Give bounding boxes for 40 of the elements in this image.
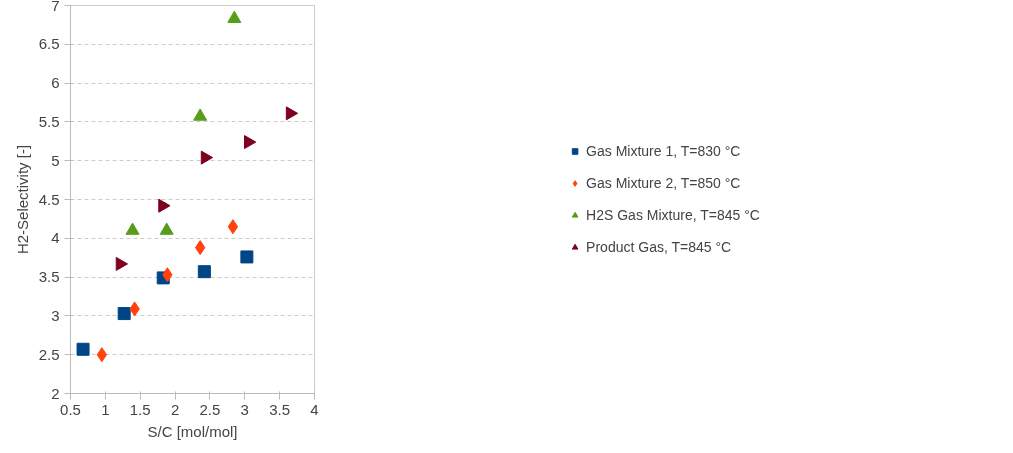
point	[76, 342, 90, 356]
point	[115, 256, 128, 271]
point	[200, 150, 214, 165]
point	[227, 10, 242, 23]
point	[227, 219, 239, 235]
y-tick-label: 5.5	[38, 112, 60, 130]
y-tick-label: 4.5	[38, 190, 60, 208]
x-tick-label: 0.5	[60, 400, 81, 418]
y-tick-label: 6.5	[38, 35, 60, 53]
y-tick-label: 3.5	[38, 268, 60, 286]
point	[159, 222, 174, 235]
y-tick-label: 2	[51, 384, 60, 402]
x-tick-label: 1.5	[129, 400, 151, 418]
point	[96, 347, 108, 363]
x-tick-label: 3.5	[269, 400, 291, 418]
point	[125, 222, 140, 235]
legend-label: Product Gas, T=845 °C	[586, 239, 732, 255]
y-tick-label: 4	[51, 229, 60, 247]
point	[193, 108, 208, 121]
point	[117, 307, 131, 321]
y-tick-label: 2.5	[38, 345, 60, 363]
x-tick-label: 4	[310, 400, 319, 418]
y-tick-label: 5	[51, 151, 60, 169]
legend-label: H2S Gas Mixture, T=845 °C	[586, 207, 760, 223]
x-axis-title: S/C [mol/mol]	[147, 422, 238, 440]
point	[197, 265, 211, 279]
point	[285, 106, 299, 121]
x-tick-label: 3	[240, 400, 249, 418]
x-tick-label: 2	[170, 400, 180, 418]
y-axis-title: H2-Selectivity [-]	[13, 144, 31, 255]
y-tick-label: 3	[51, 306, 60, 324]
point	[158, 198, 171, 213]
x-tick-label: 1	[101, 400, 110, 418]
y-tick-label: 7	[51, 0, 60, 14]
x-tick-label: 2.5	[199, 400, 221, 418]
y-tick-label: 6	[51, 74, 60, 92]
legend-label: Gas Mixture 2, T=850 °C	[586, 175, 741, 191]
legend-label: Gas Mixture 1, T=830 °C	[586, 143, 741, 159]
point	[244, 135, 257, 150]
point	[240, 250, 254, 264]
